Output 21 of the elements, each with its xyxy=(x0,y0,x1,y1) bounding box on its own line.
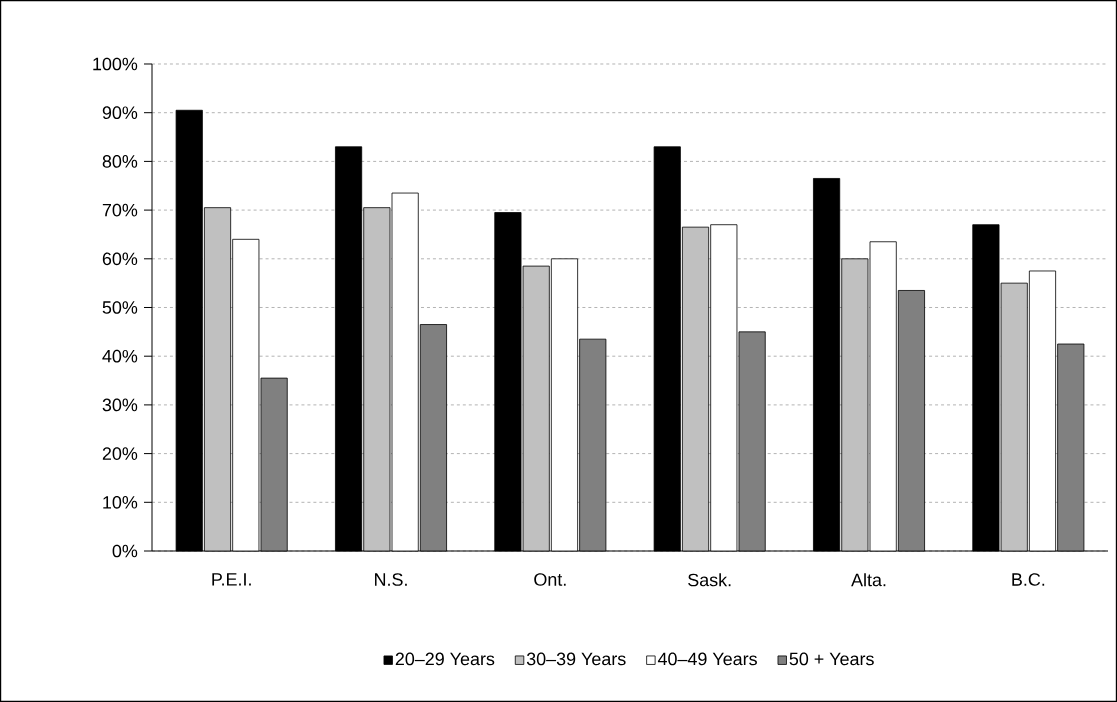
x-tick-label: Sask. xyxy=(688,573,731,587)
y-tick-label: 20% xyxy=(102,447,138,460)
x-tick-label: N.S. xyxy=(375,573,407,586)
y-tick-label: 60% xyxy=(102,252,138,266)
legend-label: 50 + Years xyxy=(789,652,874,666)
x-tick-label: Ont. xyxy=(534,573,566,586)
x-tick-label: Alta. xyxy=(851,573,886,587)
legend-label: 30–39 Years xyxy=(526,652,626,666)
y-tick-label: 100% xyxy=(93,57,138,71)
y-tick-label: 70% xyxy=(102,203,138,217)
y-tick-label: 90% xyxy=(102,106,138,120)
y-tick-label: 0% xyxy=(112,544,138,558)
x-tick-label: B.C. xyxy=(1012,573,1045,586)
y-tick-label: 80% xyxy=(102,155,138,168)
legend-label: 20–29 Years xyxy=(395,652,495,666)
y-tick-label: 50% xyxy=(102,301,138,314)
legend-label: 40–49 Years xyxy=(657,652,757,666)
x-tick-label: P.E.I. xyxy=(212,573,251,586)
y-tick-label: 10% xyxy=(103,495,138,509)
y-tick-label: 40% xyxy=(102,349,138,363)
y-tick-label: 30% xyxy=(102,398,138,412)
